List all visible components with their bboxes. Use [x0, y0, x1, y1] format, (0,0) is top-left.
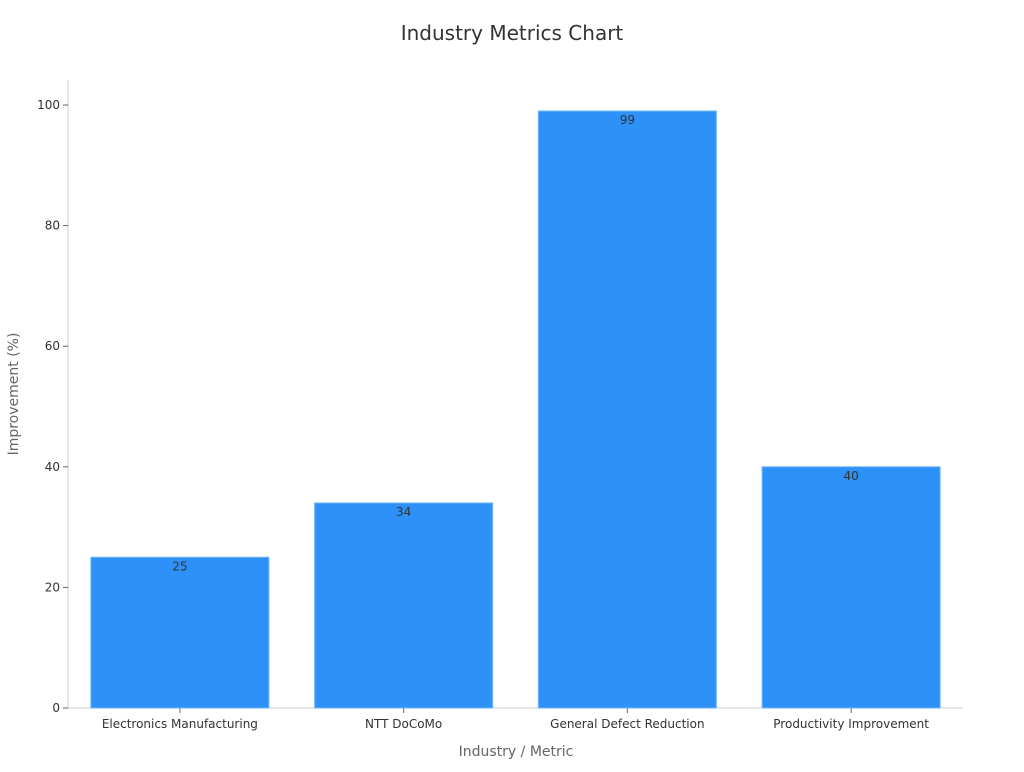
y-tick-label: 60	[45, 339, 60, 353]
bar	[90, 556, 270, 709]
y-tick-label: 20	[45, 580, 60, 594]
x-tick-label: NTT DoCoMo	[365, 717, 442, 731]
bar	[537, 110, 717, 709]
bar-data-label: 34	[396, 505, 411, 519]
bar	[314, 502, 494, 709]
x-tick-label: Productivity Improvement	[773, 717, 929, 731]
y-axis-title: Improvement (%)	[6, 333, 22, 456]
y-tick-label: 80	[45, 219, 60, 233]
bar	[761, 466, 941, 709]
y-axis: 0 20 40 60 80 100	[37, 80, 69, 715]
y-tick-label: 100	[37, 98, 60, 112]
bar-data-label: 99	[620, 113, 635, 127]
x-axis-title: Industry / Metric	[459, 744, 574, 760]
x-axis: Electronics Manufacturing NTT DoCoMo Gener…	[68, 707, 963, 731]
x-tick-label: General Defect Reduction	[550, 717, 704, 731]
bar-data-label: 25	[172, 559, 187, 573]
x-tick-label: Electronics Manufacturing	[102, 717, 258, 731]
chart-title: Industry Metrics Chart	[401, 21, 624, 45]
bars-group: 25 34 99 40	[90, 110, 941, 709]
bar-data-label: 40	[843, 469, 858, 483]
y-tick-label: 0	[52, 701, 60, 715]
y-tick-label: 40	[45, 460, 60, 474]
